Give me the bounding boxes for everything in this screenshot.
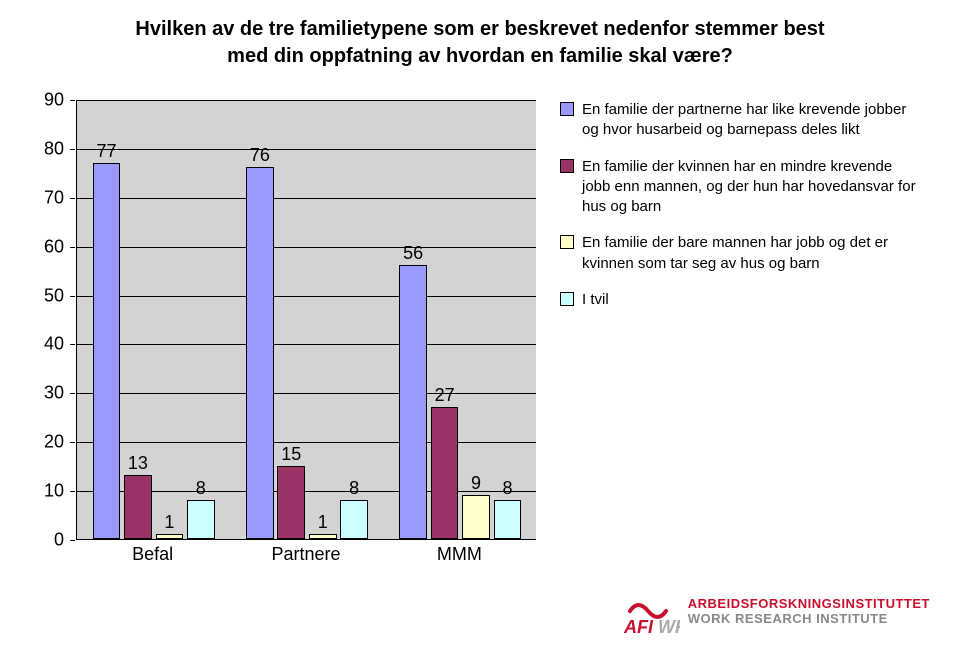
bar [494, 500, 522, 539]
y-tick-mark [70, 100, 75, 101]
y-tick-mark [70, 540, 75, 541]
y-tick-mark [70, 198, 75, 199]
gridline [77, 344, 536, 345]
legend-item: En familie der bare mannen har jobb og d… [560, 233, 920, 274]
y-tick-label: 80 [44, 138, 64, 159]
y-tick-mark [70, 344, 75, 345]
y-tick-label: 90 [44, 90, 64, 111]
svg-text:AFI: AFI [624, 617, 654, 635]
legend-label: En familie der partnerne har like kreven… [582, 100, 920, 141]
bar [246, 167, 274, 539]
legend-item: I tvil [560, 290, 920, 310]
bar [309, 534, 337, 539]
y-tick-mark [70, 149, 75, 150]
y-tick-mark [70, 442, 75, 443]
chart-title: Hvilken av de tre familietypene som er b… [0, 16, 960, 70]
bar [431, 407, 459, 539]
legend-label: I tvil [582, 290, 920, 310]
y-tick-mark [70, 296, 75, 297]
bar-value-label: 8 [349, 478, 359, 499]
x-category-label: MMM [437, 544, 482, 565]
y-tick-mark [70, 393, 75, 394]
bar [399, 265, 427, 539]
bar-value-label: 27 [435, 385, 455, 406]
afi-logo-text: ARBEIDSFORSKNINGSINSTITUTTET WORK RESEAR… [688, 597, 930, 627]
y-tick-label: 20 [44, 432, 64, 453]
afi-logo: AFI WRI ARBEIDSFORSKNINGSINSTITUTTET WOR… [624, 597, 930, 635]
gridline [77, 393, 536, 394]
y-tick-label: 70 [44, 187, 64, 208]
logo-line-2: WORK RESEARCH INSTITUTE [688, 612, 930, 627]
gridline [77, 296, 536, 297]
bar-value-label: 1 [318, 512, 328, 533]
bar [187, 500, 215, 539]
legend-label: En familie der bare mannen har jobb og d… [582, 233, 920, 274]
legend-swatch [560, 159, 574, 173]
y-tick-label: 60 [44, 236, 64, 257]
legend: En familie der partnerne har like kreven… [560, 100, 920, 326]
y-tick-label: 0 [54, 530, 64, 551]
gridline [77, 198, 536, 199]
y-tick-label: 10 [44, 481, 64, 502]
y-axis: 0102030405060708090 [30, 100, 70, 540]
plot-area: 771318761518562798 [76, 100, 536, 540]
gridline [77, 100, 536, 101]
y-tick-label: 50 [44, 285, 64, 306]
legend-swatch [560, 235, 574, 249]
y-tick-label: 30 [44, 383, 64, 404]
y-tick-mark [70, 247, 75, 248]
bar [124, 475, 152, 539]
bar-value-label: 15 [281, 444, 301, 465]
bar [462, 495, 490, 539]
bar-value-label: 8 [502, 478, 512, 499]
gridline [77, 442, 536, 443]
legend-swatch [560, 292, 574, 306]
gridline [77, 149, 536, 150]
legend-item: En familie der partnerne har like kreven… [560, 100, 920, 141]
legend-label: En familie der kvinnen har en mindre kre… [582, 157, 920, 218]
x-category-label: Befal [132, 544, 173, 565]
slide: Hvilken av de tre familietypene som er b… [0, 0, 960, 653]
bar-value-label: 1 [164, 512, 174, 533]
legend-swatch [560, 102, 574, 116]
bar-chart: 0102030405060708090 771318761518562798 B… [30, 100, 920, 580]
bar [277, 466, 305, 539]
y-tick-label: 40 [44, 334, 64, 355]
x-category-label: Partnere [271, 544, 340, 565]
logo-line-1: ARBEIDSFORSKNINGSINSTITUTTET [688, 597, 930, 612]
bar-value-label: 8 [196, 478, 206, 499]
bar [156, 534, 184, 539]
bar [93, 163, 121, 539]
x-axis-labels: Befal Partnere MMM [76, 544, 536, 568]
gridline [77, 247, 536, 248]
y-tick-mark [70, 491, 75, 492]
bar-value-label: 56 [403, 243, 423, 264]
svg-text:WRI: WRI [658, 617, 680, 635]
bar-value-label: 76 [250, 145, 270, 166]
bar-value-label: 9 [471, 473, 481, 494]
bar [340, 500, 368, 539]
legend-item: En familie der kvinnen har en mindre kre… [560, 157, 920, 218]
bar-value-label: 77 [97, 141, 117, 162]
afi-logo-mark: AFI WRI [624, 597, 680, 635]
bar-value-label: 13 [128, 453, 148, 474]
